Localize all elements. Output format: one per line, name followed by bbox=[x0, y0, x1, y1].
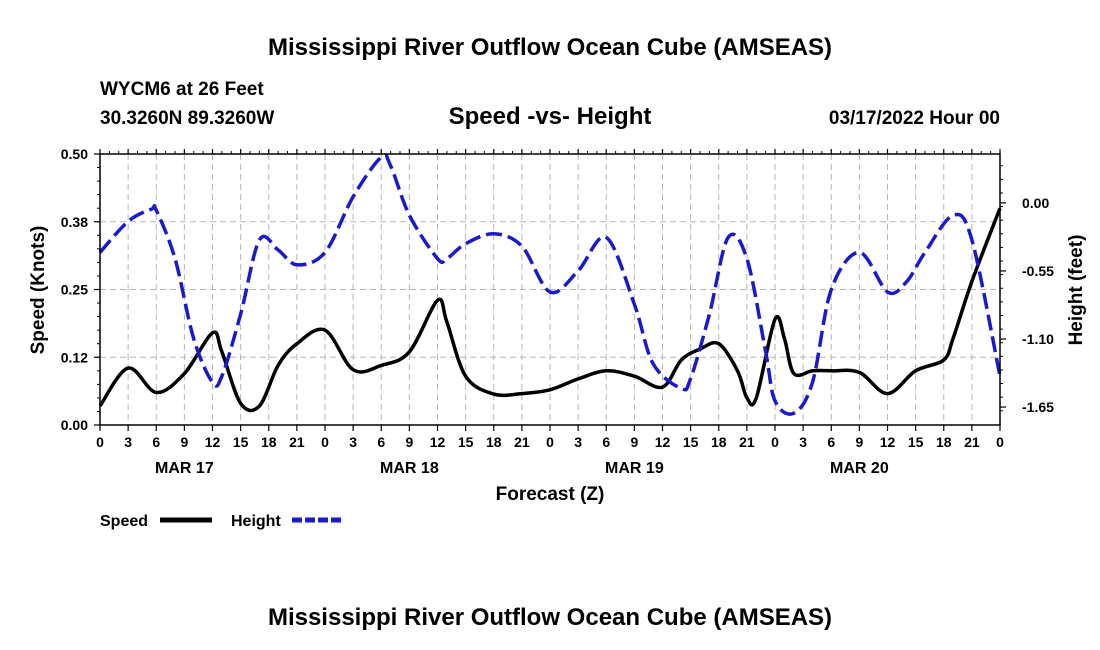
x-tick-label: 21 bbox=[289, 434, 305, 450]
page-title: Mississippi River Outflow Ocean Cube (AM… bbox=[268, 34, 832, 61]
station-location: 30.3260N 89.3260W bbox=[100, 108, 274, 129]
legend-label-speed: Speed bbox=[100, 513, 148, 530]
date-label: MAR 18 bbox=[380, 460, 439, 477]
date-label: MAR 20 bbox=[830, 460, 889, 477]
x-tick-label: 18 bbox=[711, 434, 727, 450]
x-tick-label: 0 bbox=[771, 434, 779, 450]
y2-tick-label: -0.55 bbox=[1022, 263, 1054, 279]
x-tick-label: 6 bbox=[602, 434, 610, 450]
x-tick-label: 21 bbox=[514, 434, 530, 450]
x-tick-label: 12 bbox=[655, 434, 671, 450]
x-tick-label: 6 bbox=[152, 434, 160, 450]
x-tick-label: 0 bbox=[96, 434, 104, 450]
series-lines bbox=[98, 153, 1002, 416]
y-tick-label: 0.00 bbox=[61, 417, 88, 433]
x-tick-label: 12 bbox=[205, 434, 221, 450]
chart-heading: Speed -vs- Height bbox=[449, 103, 652, 130]
x-tick-label: 9 bbox=[630, 434, 638, 450]
x-tick-label: 21 bbox=[964, 434, 980, 450]
x-tick-label: 9 bbox=[855, 434, 863, 450]
x-tick-label: 18 bbox=[936, 434, 952, 450]
x-tick-label: 3 bbox=[799, 434, 807, 450]
y2-axis-title: Height (feet) bbox=[1066, 235, 1087, 346]
y-axis-title: Speed (Knots) bbox=[28, 226, 49, 355]
x-tick-label: 15 bbox=[458, 434, 474, 450]
legend: Speed Height bbox=[100, 513, 342, 530]
x-tick-label: 3 bbox=[349, 434, 357, 450]
x-tick-label: 0 bbox=[546, 434, 554, 450]
x-tick-label: 15 bbox=[683, 434, 699, 450]
x-tick-label: 12 bbox=[880, 434, 896, 450]
grid-lines bbox=[100, 154, 1000, 425]
legend-label-height: Height bbox=[231, 513, 281, 530]
page-title-repeat: Mississippi River Outflow Ocean Cube (AM… bbox=[268, 604, 832, 631]
x-tick-label: 9 bbox=[405, 434, 413, 450]
x-tick-label: 6 bbox=[827, 434, 835, 450]
run-time: 03/17/2022 Hour 00 bbox=[829, 108, 1000, 129]
station-name: WYCM6 at 26 Feet bbox=[100, 79, 264, 100]
y2-tick-label: -1.65 bbox=[1022, 399, 1054, 415]
x-axis-title: Forecast (Z) bbox=[496, 484, 605, 505]
y-tick-label: 0.38 bbox=[61, 214, 88, 230]
x-tick-label: 21 bbox=[739, 434, 755, 450]
x-tick-label: 18 bbox=[261, 434, 277, 450]
series-line-height bbox=[98, 153, 1002, 416]
y2-tick-label: 0.00 bbox=[1022, 195, 1049, 211]
x-tick-label: 3 bbox=[124, 434, 132, 450]
date-label: MAR 19 bbox=[605, 460, 664, 477]
x-tick-label: 0 bbox=[321, 434, 329, 450]
y-tick-label: 0.50 bbox=[61, 146, 88, 162]
x-tick-label: 15 bbox=[233, 434, 249, 450]
x-tick-label: 0 bbox=[996, 434, 1004, 450]
x-tick-label: 12 bbox=[430, 434, 446, 450]
series-line-speed bbox=[98, 207, 1002, 413]
x-tick-label: 9 bbox=[180, 434, 188, 450]
date-label: MAR 17 bbox=[155, 460, 214, 477]
x-tick-label: 18 bbox=[486, 434, 502, 450]
y-tick-label: 0.12 bbox=[61, 349, 88, 365]
x-tick-label: 15 bbox=[908, 434, 924, 450]
y-tick-label: 0.25 bbox=[61, 282, 88, 298]
axes: 0 3 6 9 12 15 18 21 0 3 6 9 12 15 18 21 0 3 6 9 12 15 18 21 0 3 6 9… bbox=[61, 146, 1054, 477]
x-tick-label: 6 bbox=[377, 434, 385, 450]
x-tick-label: 3 bbox=[574, 434, 582, 450]
y2-tick-label: -1.10 bbox=[1022, 331, 1054, 347]
